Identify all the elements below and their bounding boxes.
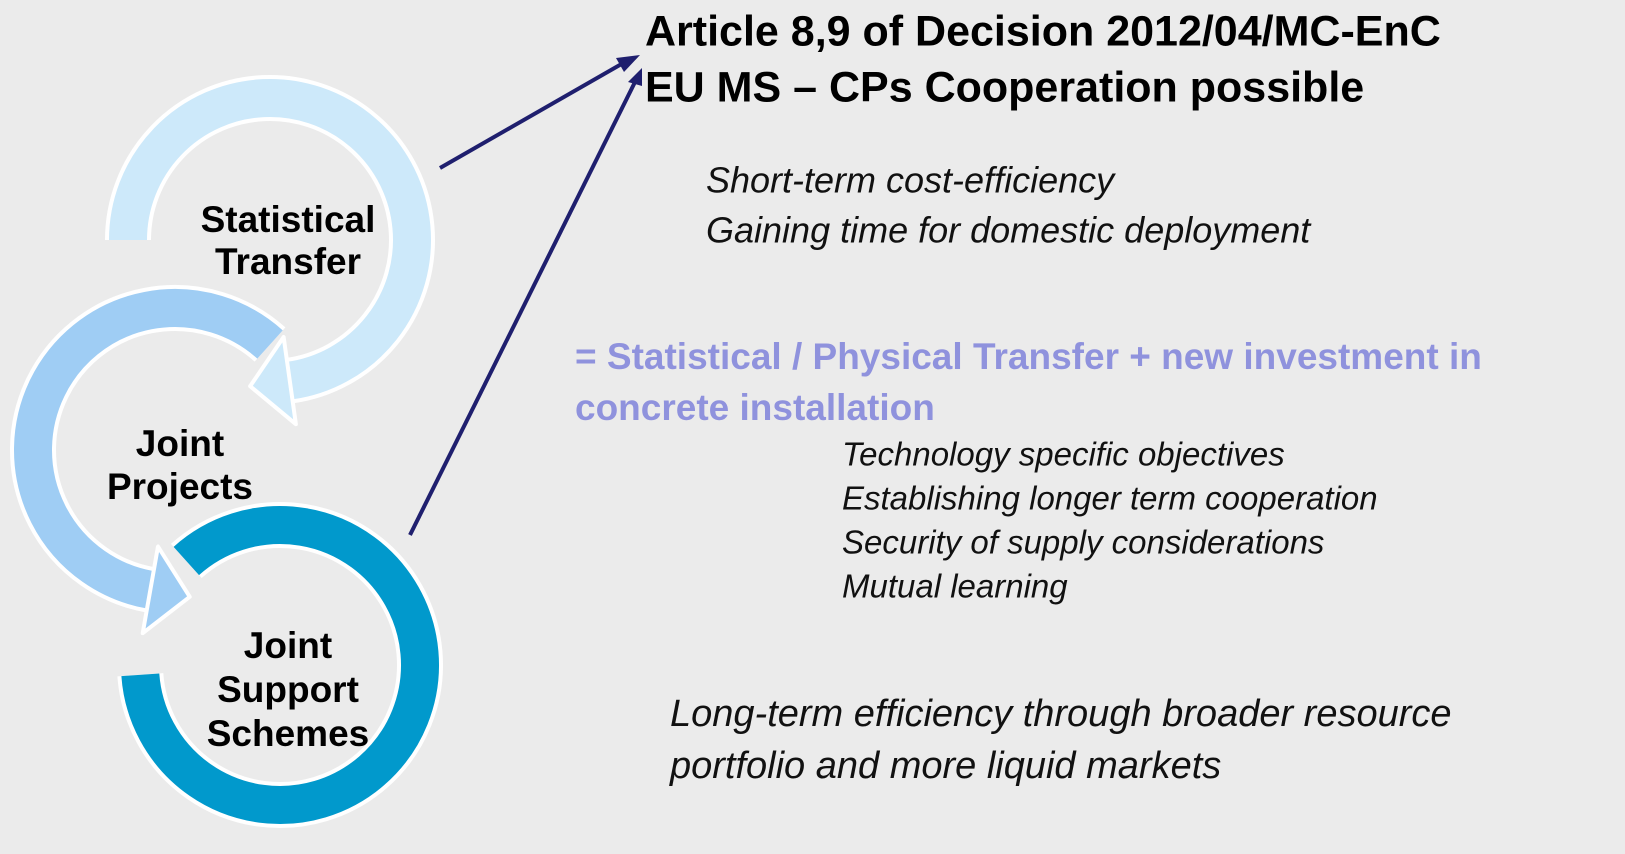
title-line: EU MS – CPs Cooperation possible: [645, 63, 1364, 111]
benefit-text: Mutual learning: [842, 568, 1068, 605]
cycle-label: Statistical: [201, 199, 376, 240]
benefit-text: Gaining time for domestic deployment: [706, 210, 1312, 251]
arrowhead: [628, 68, 642, 86]
cycle-diagram: [10, 75, 443, 828]
highlight-text: concrete installation: [575, 387, 935, 428]
cycle-label: Transfer: [215, 241, 361, 282]
cycle-label: Support: [217, 669, 359, 710]
benefit-text: Establishing longer term cooperation: [842, 480, 1378, 517]
connector-arrow: [408, 79, 638, 536]
ring: [14, 289, 283, 609]
benefit-text: Technology specific objectives: [842, 436, 1285, 473]
ring: [109, 79, 431, 400]
arrowhead: [616, 55, 640, 72]
cycle-label: Joint: [136, 423, 224, 464]
cycle-label: Projects: [107, 466, 253, 507]
ring-arrowhead: [140, 544, 192, 636]
cycle-label: Joint: [244, 625, 332, 666]
benefit-text: Security of supply considerations: [842, 524, 1324, 561]
connector-arrow: [439, 60, 626, 170]
benefit-text: portfolio and more liquid markets: [669, 745, 1221, 787]
ring-arrowhead: [248, 335, 298, 427]
benefit-text: Long-term efficiency through broader res…: [670, 693, 1452, 735]
benefit-text: Short-term cost-efficiency: [706, 160, 1116, 201]
highlight-text: = Statistical / Physical Transfer + new …: [575, 336, 1482, 377]
title-line: Article 8,9 of Decision 2012/04/MC-EnC: [645, 7, 1441, 55]
ring: [121, 506, 439, 824]
cycle-label: Schemes: [207, 713, 370, 754]
